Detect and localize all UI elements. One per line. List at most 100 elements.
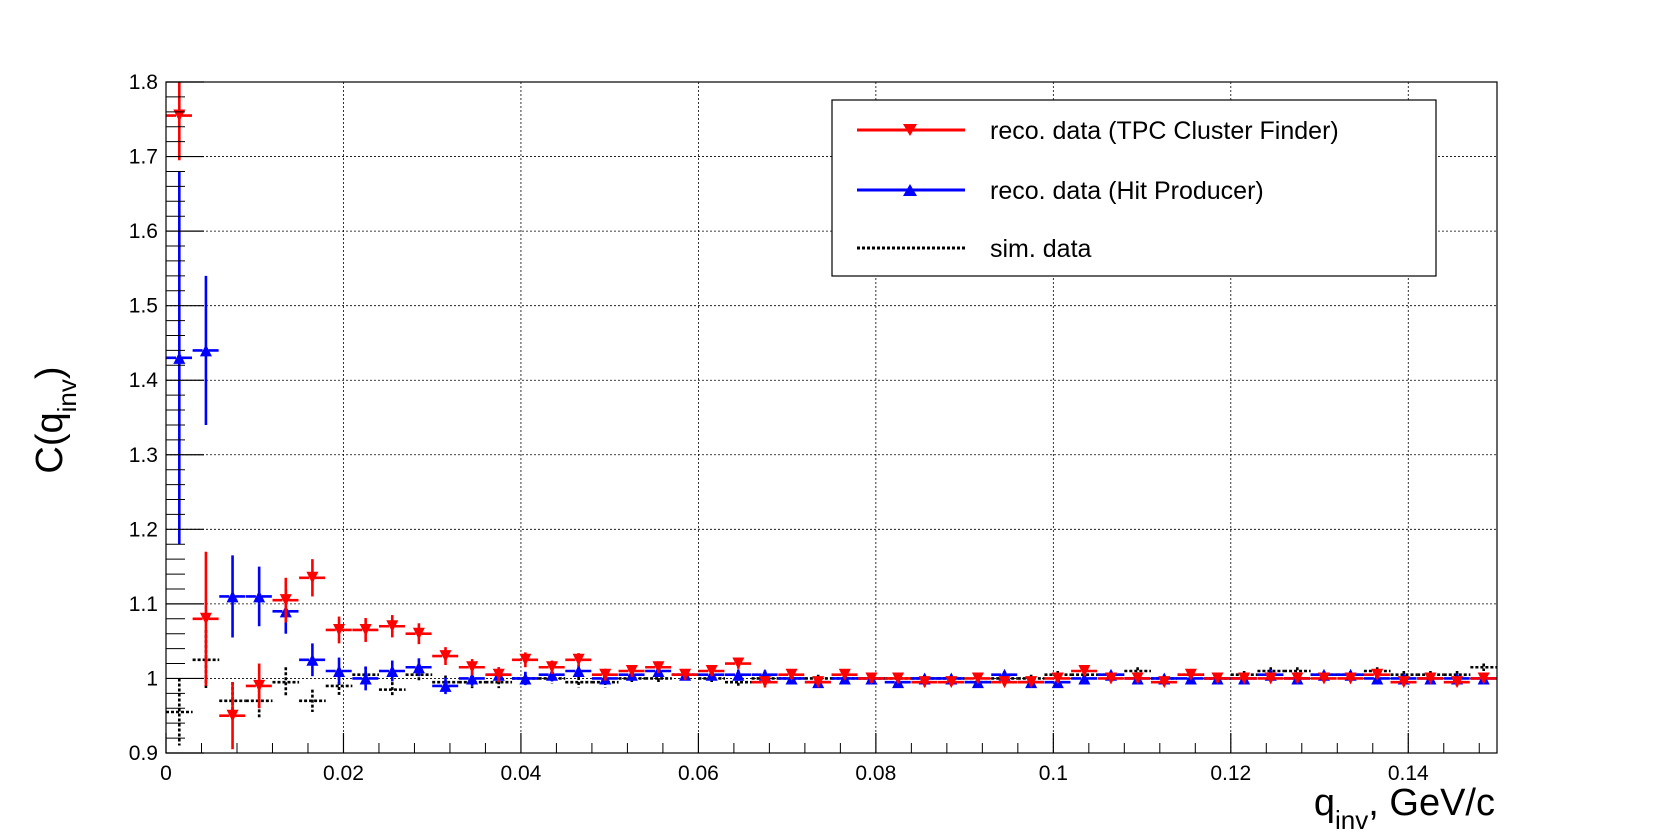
data-point-marker bbox=[439, 650, 452, 663]
y-tick-label: 1.5 bbox=[129, 295, 158, 318]
plot-frame bbox=[165, 81, 1498, 754]
data-point-marker bbox=[173, 351, 186, 364]
data-point-marker bbox=[519, 672, 532, 685]
data-point-marker bbox=[1371, 668, 1384, 681]
data-point-marker bbox=[918, 676, 931, 689]
data-point-marker bbox=[333, 664, 346, 677]
data-point-marker bbox=[199, 612, 212, 625]
data-point-marker bbox=[226, 709, 239, 722]
x-axis-title-suffix: , GeV/c bbox=[1368, 782, 1495, 824]
y-tick-label: 1.7 bbox=[129, 146, 158, 169]
y-tick-label: 0.9 bbox=[129, 742, 158, 765]
x-tick-label: 0.02 bbox=[323, 762, 364, 785]
data-point-marker bbox=[1397, 676, 1410, 689]
data-point-marker bbox=[971, 672, 984, 685]
data-point-marker bbox=[865, 672, 878, 685]
y-tick-label: 1.3 bbox=[129, 444, 158, 467]
x-tick-label: 0.14 bbox=[1388, 762, 1429, 785]
data-point-marker bbox=[333, 623, 346, 636]
data-point-marker bbox=[439, 679, 452, 692]
data-point-marker bbox=[1264, 672, 1277, 685]
data-layer bbox=[166, 82, 1497, 750]
data-point-marker bbox=[412, 627, 425, 640]
y-tick-label: 1.6 bbox=[129, 220, 158, 243]
data-point-marker bbox=[732, 668, 745, 681]
data-point-marker bbox=[359, 623, 372, 636]
data-point-marker bbox=[492, 668, 505, 681]
data-point-marker bbox=[998, 676, 1011, 689]
y-tick-label: 1.2 bbox=[129, 518, 158, 541]
x-tick-label: 0.12 bbox=[1210, 762, 1251, 785]
data-point-marker bbox=[679, 668, 692, 681]
data-point-marker bbox=[466, 661, 479, 674]
data-point-marker bbox=[1184, 668, 1197, 681]
data-point-marker bbox=[599, 668, 612, 681]
data-point-marker bbox=[253, 679, 266, 692]
data-point-marker bbox=[785, 668, 798, 681]
data-point-marker bbox=[412, 661, 425, 674]
x-axis-title-main: q bbox=[1314, 782, 1335, 824]
legend: reco. data (TPC Cluster Finder) reco. da… bbox=[831, 99, 1437, 277]
data-point-marker bbox=[838, 668, 851, 681]
data-point-marker bbox=[1238, 672, 1251, 685]
data-point-marker bbox=[386, 664, 399, 677]
data-point-marker bbox=[1158, 676, 1171, 689]
y-axis-title-sub: inv bbox=[52, 379, 82, 412]
x-tick-label: 0.08 bbox=[855, 762, 896, 785]
data-point-marker bbox=[1317, 672, 1330, 685]
legend-marker-hit bbox=[903, 184, 917, 196]
data-point-marker bbox=[1131, 672, 1144, 685]
x-axis-title-sub: inv bbox=[1335, 805, 1368, 833]
data-point-marker bbox=[758, 676, 771, 689]
data-point-marker bbox=[226, 590, 239, 603]
axes: 0 0.02 0.04 0.06 0.08 0.1 0.12 0.14 0.9 1 1.1 1.2 1.… bbox=[129, 71, 1480, 785]
data-point-marker bbox=[892, 672, 905, 685]
data-point-marker bbox=[1051, 672, 1064, 685]
data-point-marker bbox=[1344, 672, 1357, 685]
y-tick-label: 1.4 bbox=[129, 369, 159, 392]
data-point-marker bbox=[1105, 672, 1118, 685]
y-axis-title-suffix: ) bbox=[29, 366, 71, 379]
data-point-marker bbox=[1078, 664, 1091, 677]
x-tick-label: 0.1 bbox=[1039, 762, 1068, 785]
data-point-marker bbox=[732, 657, 745, 670]
x-tick-label: 0.06 bbox=[678, 762, 719, 785]
data-point-marker bbox=[1078, 672, 1091, 685]
data-point-marker bbox=[1211, 672, 1224, 685]
data-point-marker bbox=[572, 653, 585, 666]
data-point-marker bbox=[519, 653, 532, 666]
legend-label-tpc: reco. data (TPC Cluster Finder) bbox=[990, 117, 1339, 145]
legend-label-sim: sim. data bbox=[990, 235, 1092, 263]
y-tick-label: 1.1 bbox=[129, 593, 158, 616]
data-point-marker bbox=[1291, 672, 1304, 685]
data-point-marker bbox=[173, 109, 186, 122]
legend-label-hit: reco. data (Hit Producer) bbox=[990, 177, 1264, 205]
data-point-marker bbox=[625, 664, 638, 677]
y-tick-label: 1 bbox=[146, 667, 158, 690]
data-point-marker bbox=[572, 664, 585, 677]
data-point-marker bbox=[253, 590, 266, 603]
data-point-marker bbox=[545, 661, 558, 674]
data-point-marker bbox=[386, 620, 399, 633]
data-point-marker bbox=[1451, 676, 1464, 689]
data-point-marker bbox=[1424, 672, 1437, 685]
data-point-marker bbox=[199, 344, 212, 357]
y-axis-title: C(qinv) bbox=[29, 366, 82, 473]
data-point-marker bbox=[945, 676, 958, 689]
data-point-marker bbox=[1025, 676, 1038, 689]
data-point-marker bbox=[466, 672, 479, 685]
y-tick-label: 1.8 bbox=[129, 71, 158, 94]
series-0 bbox=[166, 82, 1497, 750]
x-tick-label: 0.04 bbox=[500, 762, 541, 785]
data-point-marker bbox=[652, 661, 665, 674]
data-point-marker bbox=[545, 668, 558, 681]
x-axis-title: qinv, GeV/c bbox=[1314, 782, 1495, 833]
x-tick-label: 0 bbox=[160, 762, 172, 785]
data-point-marker bbox=[812, 676, 825, 689]
data-point-marker bbox=[279, 594, 292, 607]
data-point-marker bbox=[705, 664, 718, 677]
legend-marker-tpc bbox=[903, 124, 917, 136]
data-point-marker bbox=[306, 571, 319, 584]
y-axis-title-main: C(q bbox=[29, 412, 71, 473]
